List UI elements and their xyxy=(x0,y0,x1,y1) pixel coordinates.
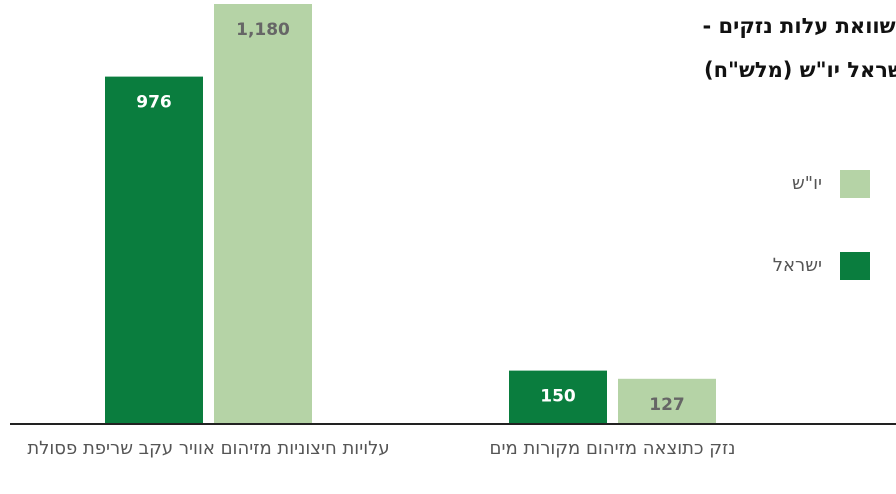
x-tick-label: עלויות חיצוניות מזיהום אוויר עקב שריפת פ… xyxy=(27,438,390,459)
value-label: 150 xyxy=(540,387,576,407)
value-label: 1,180 xyxy=(236,20,290,40)
value-label: 127 xyxy=(649,395,685,415)
bar xyxy=(214,4,312,424)
chart-title: השוואת עלות נזקים - ישראל יו"ש (מלש"ח) xyxy=(702,14,896,82)
legend-label: ישראל xyxy=(773,255,822,276)
x-tick-label: נזק כתוצאה מזיהום מקורות מים xyxy=(489,438,736,459)
legend-swatch xyxy=(840,252,870,280)
bar xyxy=(105,76,203,424)
legend-label: יו"ש xyxy=(792,173,822,194)
bar xyxy=(618,378,716,424)
legend-swatch xyxy=(840,170,870,198)
bar xyxy=(509,370,607,424)
value-label: 976 xyxy=(136,93,172,113)
